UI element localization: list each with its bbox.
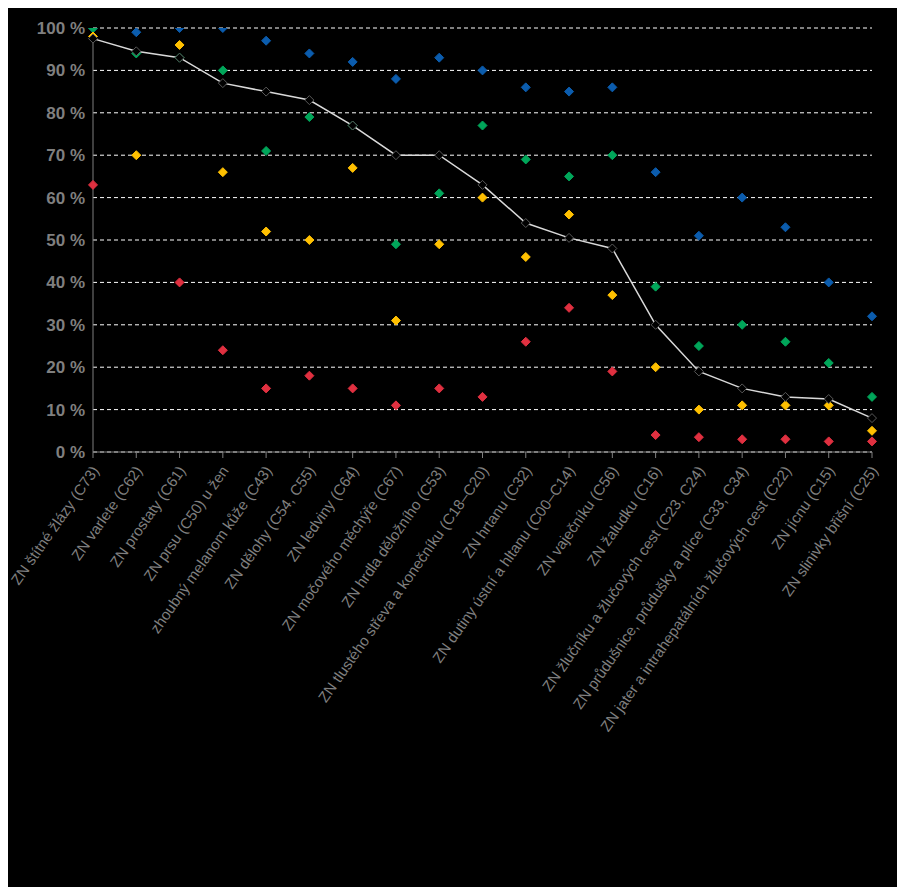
- svg-text:90 %: 90 %: [46, 61, 85, 80]
- svg-text:10 %: 10 %: [46, 401, 85, 420]
- svg-text:zhoubný melanom kůže (C43): zhoubný melanom kůže (C43): [146, 462, 276, 637]
- svg-text:ZN prsu (C50) u žen: ZN prsu (C50) u žen: [140, 462, 232, 584]
- svg-text:30 %: 30 %: [46, 316, 85, 335]
- svg-text:50 %: 50 %: [46, 231, 85, 250]
- svg-text:40 %: 40 %: [46, 273, 85, 292]
- svg-text:ZN močového měchýře (C67): ZN močového měchýře (C67): [278, 462, 405, 634]
- svg-text:ZN hrdla děložního (C53): ZN hrdla děložního (C53): [337, 462, 449, 611]
- svg-text:20 %: 20 %: [46, 358, 85, 377]
- svg-text:ZN vaječníku (C56): ZN vaječníku (C56): [533, 463, 621, 579]
- svg-text:0 %: 0 %: [56, 443, 85, 462]
- svg-text:ZN dutiny ústní a hltanu (C00–: ZN dutiny ústní a hltanu (C00–C14): [428, 462, 579, 666]
- svg-text:ZN varlete (C62): ZN varlete (C62): [67, 462, 146, 564]
- svg-text:ZN tlustého střeva a konečníku: ZN tlustého střeva a konečníku (C18–C20): [315, 463, 492, 706]
- svg-text:ZN průdušnice, průdušky a plíc: ZN průdušnice, průdušky a plíce (C33, C3…: [569, 463, 751, 712]
- svg-text:60 %: 60 %: [46, 189, 85, 208]
- svg-text:ZN jícnu (C15): ZN jícnu (C15): [767, 462, 838, 553]
- svg-text:ZN slinivky břišní (C25): ZN slinivky břišní (C25): [778, 463, 881, 600]
- svg-text:ZN dělohy (C54, C55): ZN dělohy (C54, C55): [220, 462, 319, 592]
- svg-text:70 %: 70 %: [46, 146, 85, 165]
- svg-text:ZN žlučníku a žlučových cest (: ZN žlučníku a žlučových cest (C23, C24): [539, 463, 708, 695]
- svg-text:ZN jater a intrahepatálních žl: ZN jater a intrahepatálních žlučových ce…: [597, 463, 795, 735]
- svg-text:100 %: 100 %: [37, 19, 85, 38]
- svg-text:ZN hrtanu (C32): ZN hrtanu (C32): [458, 462, 535, 562]
- svg-text:ZN prostaty (C61): ZN prostaty (C61): [106, 463, 188, 570]
- svg-text:80 %: 80 %: [46, 104, 85, 123]
- svg-text:ZN ledviny (C64): ZN ledviny (C64): [283, 462, 362, 565]
- svg-text:ZN žaludku (C16): ZN žaludku (C16): [583, 463, 664, 569]
